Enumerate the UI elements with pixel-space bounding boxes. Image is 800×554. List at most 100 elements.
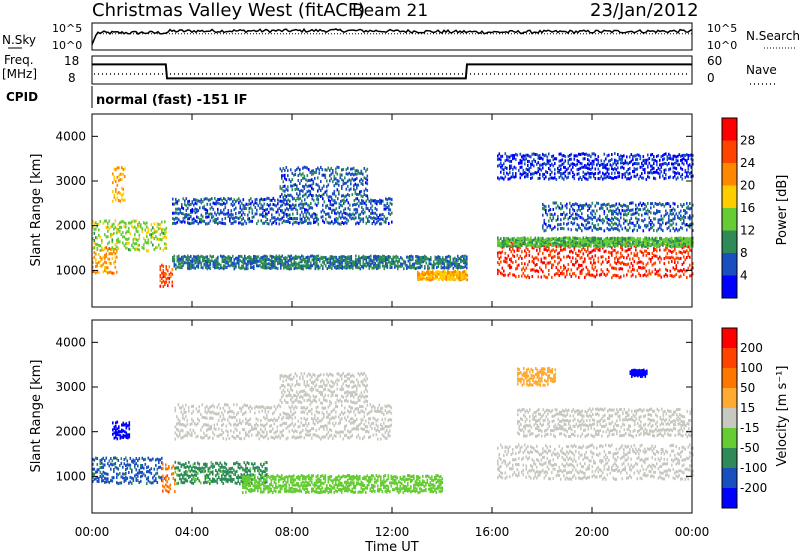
heat-cell — [341, 221, 344, 224]
heat-cell — [581, 212, 583, 216]
heat-cell — [656, 254, 658, 258]
heat-cell — [609, 163, 612, 167]
heat-cell — [332, 169, 334, 172]
heat-cell — [436, 270, 439, 274]
heat-cell — [116, 457, 118, 461]
heat-cell — [627, 167, 630, 171]
heat-cell — [596, 269, 598, 273]
heat-cell — [675, 252, 678, 256]
heat-cell — [665, 238, 667, 242]
heat-cell — [293, 183, 295, 187]
heat-cell — [184, 216, 186, 220]
heat-cell — [141, 456, 144, 460]
heat-cell — [584, 257, 586, 261]
heat-cell — [125, 468, 127, 472]
heat-cell — [437, 265, 440, 268]
heat-cell — [196, 208, 198, 211]
heat-cell — [632, 240, 634, 244]
heat-cell — [235, 262, 237, 266]
heat-cell — [164, 271, 166, 275]
heat-cell — [355, 222, 357, 226]
heat-cell — [558, 260, 561, 264]
heat-cell — [438, 277, 440, 281]
heat-cell — [657, 269, 660, 273]
heat-cell — [235, 220, 237, 224]
heat-cell — [129, 475, 132, 479]
heat-cell — [563, 243, 565, 246]
heat-cell — [451, 271, 454, 275]
heat-cell — [169, 487, 172, 491]
heat-cell — [620, 267, 622, 271]
heat-cell — [636, 153, 639, 157]
heat-cell — [360, 194, 363, 198]
heat-cell — [147, 476, 150, 480]
heat-cell — [299, 256, 302, 260]
heat-cell — [207, 474, 210, 478]
heat-cell — [457, 258, 459, 262]
heat-cell — [120, 457, 123, 461]
heat-cell — [641, 176, 643, 180]
heat-cell — [333, 184, 336, 188]
heat-cell — [543, 244, 546, 248]
nave-tick-top: 60 — [707, 54, 722, 68]
heat-cell — [635, 224, 637, 228]
heat-cell — [656, 154, 658, 158]
heat-cell — [683, 261, 685, 265]
heat-cell — [597, 236, 600, 240]
heat-cell — [454, 270, 457, 273]
heat-cell — [681, 154, 684, 158]
heat-cell — [606, 236, 609, 240]
heat-cell — [444, 270, 446, 274]
heat-cell — [421, 277, 424, 281]
heat-cell — [659, 238, 661, 242]
heat-cell — [614, 273, 616, 277]
heat-cell — [353, 263, 356, 267]
heat-cell — [573, 154, 576, 158]
heat-cell — [206, 222, 209, 226]
heat-cell — [645, 241, 648, 245]
heat-cell — [364, 262, 366, 266]
heat-cell — [635, 167, 637, 171]
heat-cell — [585, 177, 588, 181]
heat-cell — [648, 228, 651, 232]
heat-cell — [611, 253, 613, 257]
heat-cell — [101, 458, 103, 462]
heat-cell — [650, 164, 652, 168]
heat-cell — [123, 221, 126, 225]
heat-cell — [376, 255, 378, 259]
heat-cell — [660, 163, 663, 166]
heat-cell — [617, 153, 619, 156]
heat-cell — [617, 258, 619, 262]
heat-cell — [262, 198, 264, 202]
heat-cell — [527, 263, 529, 267]
heat-cell — [146, 225, 148, 229]
heat-cell — [349, 208, 351, 212]
heat-cell — [573, 163, 576, 166]
heat-cell — [185, 215, 188, 219]
power-heatmap — [92, 152, 694, 288]
heat-cell — [329, 168, 331, 172]
heat-cell — [554, 237, 556, 241]
heat-cell — [196, 260, 198, 264]
heat-cell — [211, 255, 213, 259]
heat-cell — [95, 236, 97, 240]
heat-cell — [671, 212, 673, 216]
heat-cell — [307, 263, 309, 267]
heat-cell — [96, 236, 99, 240]
heat-cell — [289, 213, 291, 217]
heat-cell — [360, 189, 363, 193]
heat-cell — [242, 216, 245, 220]
heat-cell — [194, 211, 197, 215]
heat-cell — [687, 254, 690, 258]
heat-cell — [119, 436, 122, 440]
heat-cell — [320, 215, 323, 219]
heat-cell — [190, 254, 192, 258]
heat-cell — [302, 202, 305, 206]
heat-cell — [642, 244, 645, 248]
heat-cell — [308, 259, 311, 263]
heat-cell — [284, 208, 287, 212]
heat-cell — [316, 219, 318, 223]
heat-cell — [539, 246, 541, 250]
heat-cell — [564, 174, 567, 178]
heat-cell — [453, 273, 455, 277]
